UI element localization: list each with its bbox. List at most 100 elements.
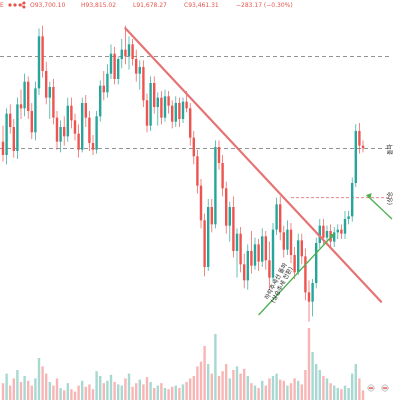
candle-body	[19, 104, 23, 109]
candle-body	[16, 104, 19, 151]
candle-body	[261, 236, 264, 262]
candle-body	[55, 117, 59, 142]
volume-bar	[207, 364, 210, 400]
candle-body	[178, 103, 181, 119]
volume-bar	[264, 385, 267, 400]
volume-bar	[55, 378, 59, 400]
candle-body	[333, 232, 336, 242]
volume-bar	[160, 383, 163, 400]
volume-bar	[131, 386, 134, 400]
candle-body	[214, 147, 217, 225]
volume-bar	[189, 378, 192, 400]
candle-body	[59, 127, 62, 142]
breakout-arrow-shaft	[258, 233, 335, 316]
volume-bar	[163, 388, 167, 400]
candle-body	[264, 236, 267, 261]
volume-bar	[358, 378, 361, 400]
volume-bar	[257, 388, 260, 400]
candle-body	[181, 101, 185, 119]
candle-body	[106, 73, 109, 93]
candle-body	[293, 255, 296, 273]
right-label-top: 돌파	[386, 143, 394, 155]
breakout-label: 하락추세선 돌파(상승추세 전환)	[263, 261, 296, 304]
candle-body	[289, 229, 293, 255]
candle-body	[318, 225, 321, 243]
reference-lines	[0, 55, 392, 199]
candle-body	[325, 231, 329, 238]
candle-body	[160, 97, 163, 118]
candle-body	[34, 88, 37, 133]
volume-bar	[106, 380, 109, 400]
candle-body	[63, 127, 66, 137]
right-label-bottom: (상승	[386, 191, 394, 205]
breakout-arrowhead-icon	[329, 233, 335, 239]
candle-body	[189, 108, 192, 138]
candle-body	[297, 240, 300, 273]
volume-bar	[9, 385, 12, 400]
candle-body	[124, 49, 127, 57]
candle-body	[253, 244, 257, 266]
volume-bar	[239, 373, 242, 400]
candle-body	[235, 233, 239, 251]
volume-bar	[135, 383, 138, 400]
candle-body	[120, 49, 123, 59]
volume-bar	[59, 388, 62, 400]
candle-body	[37, 36, 41, 89]
candle-body	[268, 260, 271, 278]
candle-body	[131, 44, 134, 59]
candle-body	[232, 207, 235, 251]
volume-bars	[1, 328, 365, 400]
volume-bar	[315, 364, 318, 400]
volume-bar	[145, 377, 149, 400]
candle-body	[340, 229, 343, 234]
candle-body	[336, 229, 339, 233]
candle-body	[315, 243, 318, 283]
volume-bar	[311, 352, 314, 400]
descending-trendline	[124, 27, 383, 303]
candle-body	[192, 137, 195, 157]
volume-bar	[70, 389, 73, 400]
share-icon[interactable]	[18, 1, 26, 9]
volume-bar	[228, 378, 231, 400]
candle-body	[113, 53, 116, 79]
candle-body	[361, 145, 365, 149]
volume-bar	[127, 373, 131, 400]
candle-body	[167, 96, 170, 106]
candle-body	[228, 207, 231, 226]
right-arrowhead-icon	[366, 193, 372, 198]
volume-bar	[322, 376, 325, 400]
volume-bar	[174, 385, 177, 400]
candle-body	[9, 113, 12, 127]
volume-bar	[120, 385, 123, 400]
volume-bar	[217, 376, 221, 400]
volume-bar	[124, 378, 127, 400]
candle-body	[77, 133, 80, 150]
candle-body	[149, 83, 152, 126]
candle-body	[102, 85, 105, 93]
candle-body	[311, 283, 314, 302]
event-markers	[367, 384, 389, 392]
volume-bar	[275, 373, 278, 400]
volume-bar	[142, 384, 145, 400]
candle-body	[145, 100, 149, 126]
volume-bar	[167, 389, 170, 400]
volume-bar	[250, 383, 253, 400]
volume-bar	[48, 382, 51, 400]
volume-bar	[63, 390, 66, 400]
volume-bar	[5, 373, 8, 400]
high-value: H93,815.02	[81, 2, 116, 9]
candle-body	[73, 120, 77, 134]
candle-body	[109, 53, 113, 74]
volume-bar	[117, 384, 120, 400]
volume-bar	[297, 380, 300, 400]
candle-body	[225, 188, 228, 226]
candle-body	[12, 127, 15, 151]
volume-bar	[81, 380, 84, 400]
candle-body	[1, 141, 5, 155]
volume-bar	[282, 380, 285, 400]
candle-body	[30, 111, 33, 133]
candle-body	[81, 103, 84, 150]
volume-bar	[109, 374, 113, 400]
candle-body	[275, 204, 278, 230]
